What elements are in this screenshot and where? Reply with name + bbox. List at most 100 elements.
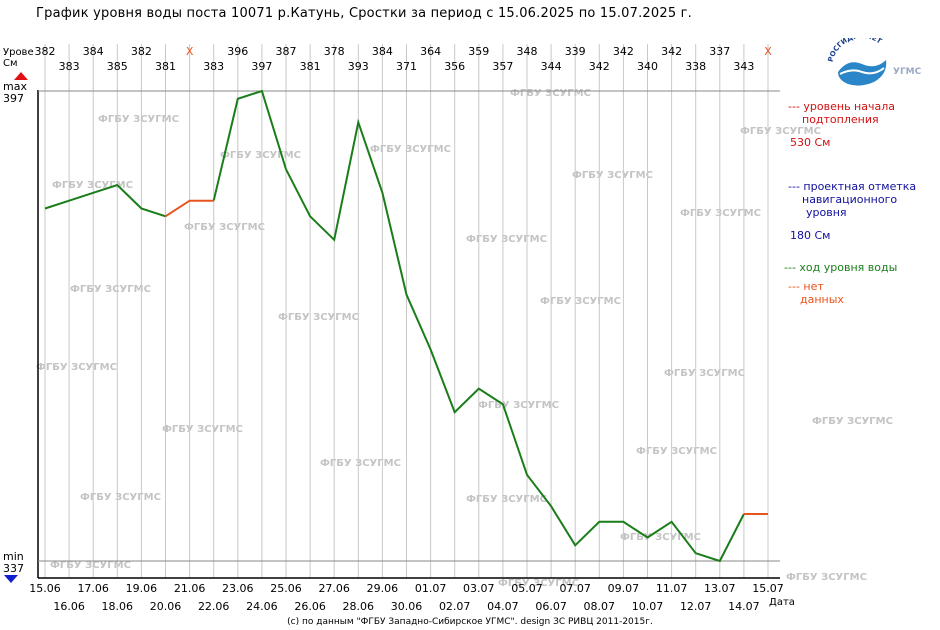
x-tick-label: 22.06 [198, 600, 230, 613]
watermark-text: ФГБУ ЗСУГМС [220, 150, 301, 161]
x-tick-label: 07.07 [559, 582, 591, 595]
page-title: График уровня воды поста 10071 р.Катунь,… [36, 6, 693, 21]
legend-flood-value: 530 См [790, 136, 831, 149]
watermark-text: ФГБУ ЗСУГМС [278, 312, 359, 323]
logo-arc-text: РОСГИДРОМЕТ [827, 38, 884, 63]
max-label: max [3, 80, 27, 93]
watermark-text: ФГБУ ЗСУГМС [52, 180, 133, 191]
watermark-text: ФГБУ ЗСУГМС [98, 114, 179, 125]
value-label: 348 [517, 45, 538, 58]
value-label: 385 [107, 60, 128, 73]
x-tick-label: 20.06 [150, 600, 182, 613]
watermark-text: ФГБУ ЗСУГМС [320, 458, 401, 469]
min-label: min [3, 550, 24, 563]
x-tick-label: 19.06 [126, 582, 158, 595]
no-data-series-line [164, 199, 214, 218]
x-tick-label: 21.06 [174, 582, 206, 595]
min-value: 337 [3, 562, 24, 575]
x-tick-label: 08.07 [584, 600, 616, 613]
value-label: 381 [300, 60, 321, 73]
watermark-text: ФГБУ ЗСУГМС [620, 532, 701, 543]
watermark-text: ФГБУ ЗСУГМС [184, 222, 265, 233]
value-label: 383 [59, 60, 80, 73]
x-tick-label: 17.06 [77, 582, 109, 595]
x-tick-label: 24.06 [246, 600, 278, 613]
watermark-text: ФГБУ ЗСУГМС [740, 126, 821, 137]
watermark-text: ФГБУ ЗСУГМС [572, 170, 653, 181]
watermark-text: ФГБУ ЗСУГМС [786, 572, 867, 583]
watermark-text: ФГБУ ЗСУГМС [664, 368, 745, 379]
max-value: 397 [3, 92, 24, 105]
watermark-text: ФГБУ ЗСУГМС [466, 234, 547, 245]
watermark-text: ФГБУ ЗСУГМС [162, 424, 243, 435]
legend-nodata-line1: --- нет [788, 280, 824, 293]
legend-level: --- ход уровня воды [784, 261, 898, 274]
x-tick-label: 06.07 [535, 600, 567, 613]
watermark-text: ФГБУ ЗСУГМС [540, 296, 621, 307]
value-label: 357 [492, 60, 513, 73]
value-label: 344 [541, 60, 562, 73]
value-label: 342 [589, 60, 610, 73]
svg-text:РОСГИДРОМЕТ: РОСГИДРОМЕТ [827, 38, 884, 63]
x-tick-label: 02.07 [439, 600, 471, 613]
legend-nodata-line2: данных [800, 293, 844, 306]
value-label: 387 [276, 45, 297, 58]
series-layer [44, 89, 768, 563]
x-tick-label: 23.06 [222, 582, 254, 595]
x-tick-label: 05.07 [511, 582, 543, 595]
value-label: 378 [324, 45, 345, 58]
value-label: 383 [203, 60, 224, 73]
watermark-text: ФГБУ ЗСУГМС [636, 446, 717, 457]
logo-caption: УГМС [893, 67, 922, 77]
x-tick-label: 26.06 [294, 600, 326, 613]
value-label: 382 [131, 45, 152, 58]
watermark-text: ФГБУ ЗСУГМС [370, 144, 451, 155]
y-axis-label: Урове [3, 47, 34, 58]
value-label: 339 [565, 45, 586, 58]
watermark-text: ФГБУ ЗСУГМС [466, 494, 547, 505]
watermark-text: ФГБУ ЗСУГМС [478, 400, 559, 411]
x-tick-label: 29.06 [367, 582, 399, 595]
value-label: 371 [396, 60, 417, 73]
value-label: 343 [733, 60, 754, 73]
watermark-layer: ФГБУ ЗСУГМС ФГБУ ЗСУГМС ФГБУ ЗСУГМС ФГБУ ЗС… [36, 88, 893, 589]
value-label: 393 [348, 60, 369, 73]
legend-nav-value: 180 См [790, 229, 831, 242]
x-tick-label: 14.07 [728, 600, 760, 613]
value-label: X [186, 45, 194, 58]
x-tick-label: 04.07 [487, 600, 519, 613]
watermark-text: ФГБУ ЗСУГМС [50, 560, 131, 571]
value-label: 342 [613, 45, 634, 58]
watermark-text: ФГБУ ЗСУГМС [498, 578, 579, 589]
value-label: 342 [661, 45, 682, 58]
value-label: 337 [709, 45, 730, 58]
value-label: 381 [155, 60, 176, 73]
watermark-text: ФГБУ ЗСУГМС [510, 88, 591, 99]
x-tick-label: 11.07 [656, 582, 688, 595]
value-label: X [764, 45, 772, 58]
level-series-line [212, 89, 745, 563]
value-label: 382 [35, 45, 56, 58]
value-label: 397 [251, 60, 272, 73]
x-tick-label: 13.07 [704, 582, 736, 595]
x-tick-label: 03.07 [463, 582, 495, 595]
arrow-down-icon [4, 575, 18, 583]
value-label: 364 [420, 45, 441, 58]
x-tick-label: 10.07 [632, 600, 664, 613]
x-tick-labels-layer: 15.06 16.06 17.06 18.06 19.06 20.06 21.06 22.06… [29, 582, 784, 613]
value-label: 340 [637, 60, 658, 73]
watermark-text: ФГБУ ЗСУГМС [80, 492, 161, 503]
grid-layer [44, 44, 769, 578]
value-label: 338 [685, 60, 706, 73]
x-tick-label: 09.07 [608, 582, 640, 595]
value-label: 359 [468, 45, 489, 58]
watermark-text: ФГБУ ЗСУГМС [812, 416, 893, 427]
y-axis-unit: См [3, 58, 18, 69]
legend-flood-line2: подтопления [802, 113, 879, 126]
x-tick-label: 16.06 [53, 600, 85, 613]
value-label: 384 [83, 45, 104, 58]
value-labels-layer: 382383384385382381X383396397387381378393… [35, 45, 773, 73]
value-label: 384 [372, 45, 393, 58]
watermark-text: ФГБУ ЗСУГМС [680, 208, 761, 219]
